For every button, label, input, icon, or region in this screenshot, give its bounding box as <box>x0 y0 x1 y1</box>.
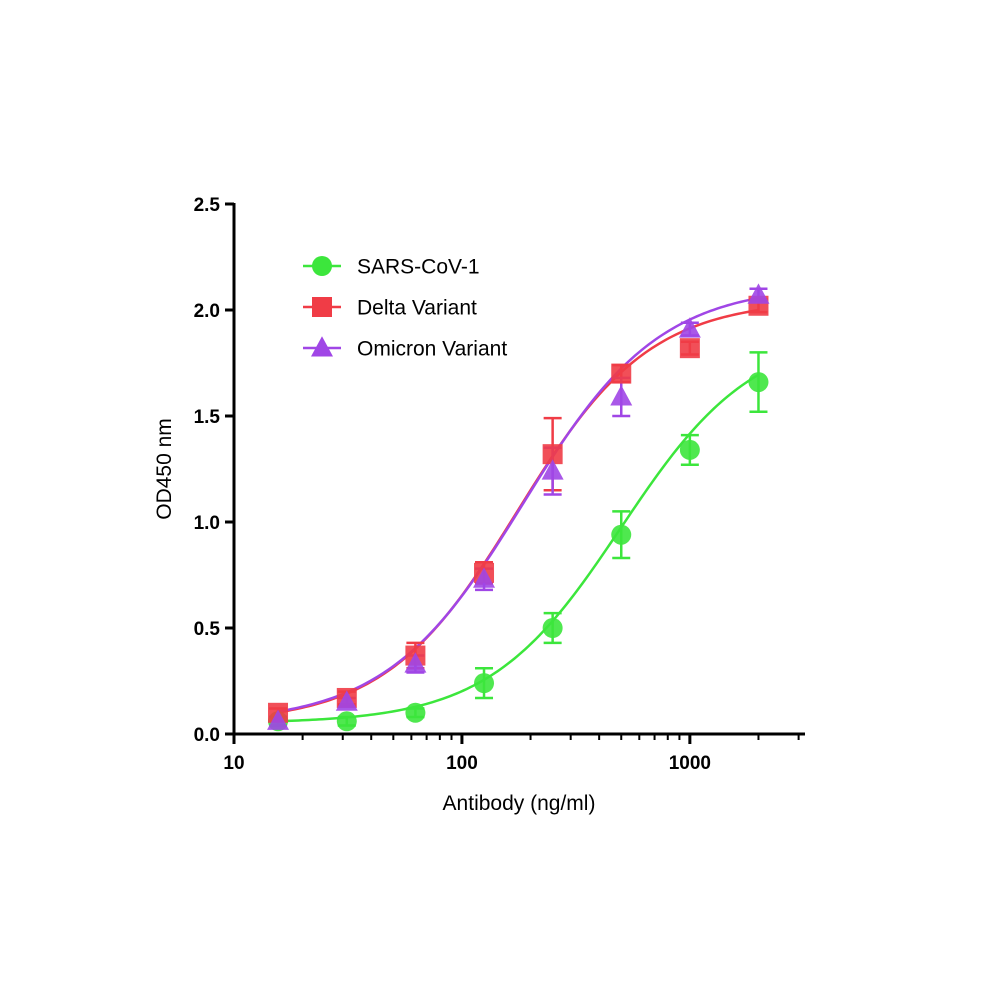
legend-entry: SARS-CoV-1 <box>303 256 480 279</box>
legend-marker <box>312 256 332 276</box>
data-point <box>335 690 358 711</box>
fit-curve <box>277 373 760 723</box>
legend-entry: Delta Variant <box>303 297 477 320</box>
data-point <box>679 338 700 359</box>
legend: SARS-CoV-1 Delta Variant Omicron Variant <box>303 256 507 361</box>
legend-label: Delta Variant <box>357 297 477 320</box>
data-point <box>747 283 770 304</box>
legend-label: SARS-CoV-1 <box>357 256 480 279</box>
x-tick-label: 100 <box>446 753 478 774</box>
data-point <box>336 711 357 732</box>
y-tick-label: 2.0 <box>194 301 220 322</box>
x-tick-label: 1000 <box>669 753 711 774</box>
x-axis-title: Antibody (ng/ml) <box>443 792 596 815</box>
data-point <box>542 444 563 465</box>
data-point <box>542 618 563 638</box>
data-point <box>474 673 495 694</box>
y-axis-title: OD450 nm <box>153 418 176 520</box>
data-point <box>404 652 427 673</box>
x-tick-label: 10 <box>223 753 244 774</box>
legend-label: Omicron Variant <box>357 338 507 361</box>
data-point <box>267 709 290 730</box>
data-point <box>473 567 496 588</box>
data-point <box>748 372 769 393</box>
legend-entry: Omicron Variant <box>303 336 507 361</box>
y-tick-label: 0.5 <box>194 619 221 640</box>
y-tick-label: 2.5 <box>194 195 221 216</box>
data-point <box>405 702 426 723</box>
axes: 0.0 0.5 1.0 1.5 2.0 2.5 10 100 1000 <box>194 195 805 774</box>
data-point <box>611 524 632 545</box>
legend-marker <box>311 336 333 357</box>
data-point <box>610 385 633 406</box>
data-point <box>611 363 632 384</box>
legend-marker <box>312 297 332 317</box>
data-point <box>541 459 564 480</box>
y-tick-label: 0.0 <box>194 725 220 746</box>
y-tick-label: 1.5 <box>194 407 221 428</box>
data-markers <box>267 283 770 732</box>
data-point <box>679 439 700 460</box>
y-tick-label: 1.0 <box>194 513 220 534</box>
fit-curves <box>277 296 760 723</box>
fit-curve <box>277 296 759 713</box>
data-point <box>678 317 701 338</box>
